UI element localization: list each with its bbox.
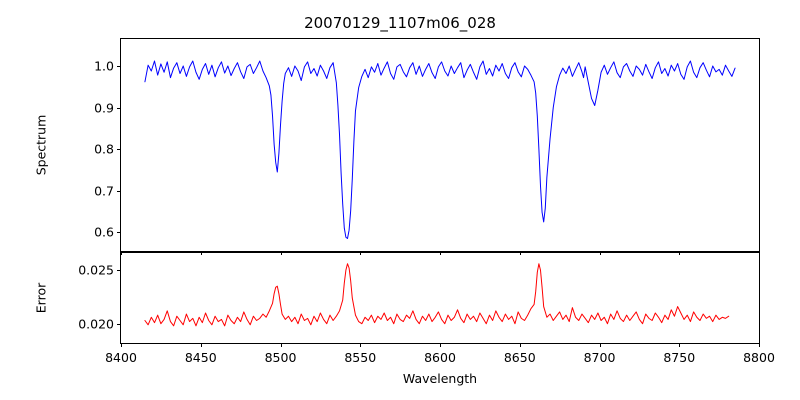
spectrum-y-tick-label: 1.0 — [94, 58, 114, 74]
error-y-tick-label: 0.025 — [78, 262, 114, 278]
wavelength-tick-label: 8750 — [663, 350, 696, 365]
spectrum-y-tick-label: 0.7 — [94, 183, 114, 199]
error-x-tick — [440, 343, 442, 347]
spectrum-plot-panel: 0.6 0.7 0.8 0.9 1.0 — [94, 38, 761, 255]
wavelength-tick-label: 8400 — [105, 350, 137, 365]
error-x-tick — [280, 343, 282, 347]
error-y-tick — [117, 323, 121, 325]
spectrum-y-tick-label: 0.6 — [94, 224, 114, 240]
spectrum-x-tick — [679, 251, 681, 255]
spectrum-y-tick — [117, 107, 121, 109]
wavelength-tick-label: 8650 — [503, 350, 536, 365]
wavelength-tick-label: 8700 — [583, 350, 616, 365]
error-x-tick — [121, 343, 123, 347]
spectrum-x-tick — [280, 251, 282, 255]
error-x-tick — [679, 343, 681, 347]
error-x-tick — [200, 343, 202, 347]
wavelength-tick-label: 8500 — [264, 350, 297, 365]
spectrum-x-tick — [599, 251, 601, 255]
spectrum-x-tick — [200, 251, 202, 255]
spectrum-y-tick — [117, 232, 121, 234]
wavelength-tick-label: 8550 — [344, 350, 377, 365]
spectrum-axis-label: Spectrum — [33, 114, 49, 176]
spectrum-y-tick — [117, 149, 121, 151]
spectrum-x-tick — [519, 251, 521, 255]
error-y-tick — [117, 270, 121, 272]
error-y-tick-label: 0.020 — [78, 316, 114, 332]
error-x-tick — [360, 343, 362, 347]
wavelength-tick-label: 8600 — [424, 350, 456, 365]
spectrum-x-tick — [121, 251, 123, 255]
spectrum-y-tick — [117, 66, 121, 68]
spectrum-line-series — [121, 39, 759, 251]
spectrum-y-tick-label: 0.9 — [94, 100, 114, 116]
wavelength-tick-label: 8800 — [743, 350, 775, 365]
error-x-tick — [599, 343, 601, 347]
spectrum-x-tick — [360, 251, 362, 255]
error-axis-label: Error — [33, 282, 49, 314]
error-plot-panel: 0.020 0.025 8400 8450 8500 8550 8600 8650 8700 87… — [78, 252, 775, 365]
spectrum-y-tick — [117, 190, 121, 192]
figure-title: 20070129_1107m06_028 — [304, 14, 496, 32]
error-x-tick — [759, 343, 761, 347]
wavelength-tick-label: 8450 — [184, 350, 217, 365]
spectrum-x-tick — [440, 251, 442, 255]
error-line-series — [121, 253, 759, 343]
spectrum-y-tick-label: 0.8 — [94, 141, 114, 157]
error-x-tick — [519, 343, 521, 347]
wavelength-axis-label: Wavelength — [402, 371, 478, 386]
